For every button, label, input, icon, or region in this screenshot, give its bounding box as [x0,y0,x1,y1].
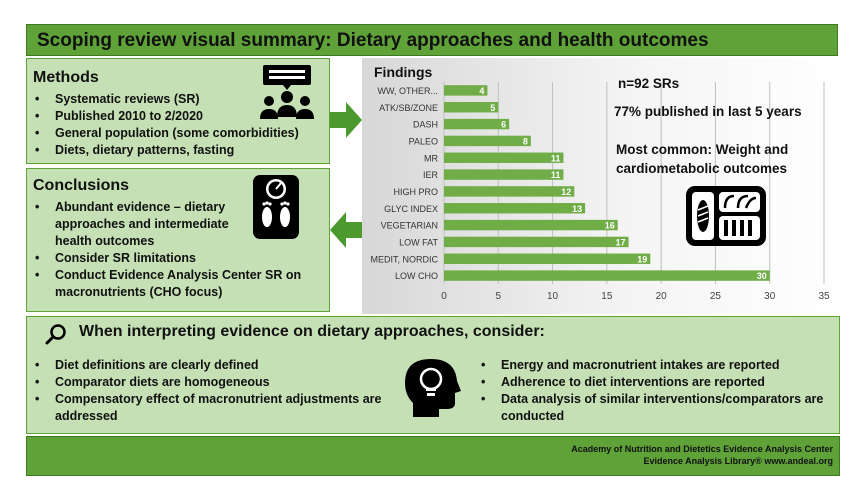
stat-recent: 77% published in last 5 years [614,104,802,119]
findings-bar-chart: 0 5 10 15 20 25 30 35 WW, OTHER... 4 ATK/SB/ZONE 5 D… [371,82,830,302]
category-label: LOW CHO [395,271,438,281]
footer-library: Evidence Analysis Library® www.andeal.or… [643,456,833,466]
footer-org: Academy of Nutrition and Dietetics Evide… [571,444,833,454]
data-label: 6 [501,120,506,130]
data-label: 11 [551,153,561,163]
conclusions-panel: Conclusions Abundant evidence – dietary … [26,168,330,312]
consider-left-list: Diet definitions are clearly defined Com… [33,357,393,425]
bar [444,102,499,113]
category-label: ATK/SB/ZONE [379,103,438,113]
category-label: HIGH PRO [393,187,438,197]
consider-item: Data analysis of similar interventions/c… [479,391,829,425]
page-title: Scoping review visual summary: Dietary a… [37,30,709,51]
x-tick-label: 25 [710,291,722,302]
conclusions-item: Conduct Evidence Analysis Center SR on m… [33,267,323,301]
bar [444,85,488,96]
conclusions-title: Conclusions [33,177,130,194]
consider-item: Adherence to diet interventions are repo… [479,374,829,391]
consider-item: Comparator diets are homogeneous [33,374,393,391]
page-header: Scoping review visual summary: Dietary a… [26,24,838,56]
bar [444,253,651,264]
conclusions-item: Consider SR limitations [33,250,255,267]
data-label: 12 [561,187,571,197]
data-label: 17 [616,237,626,247]
category-label: PALEO [409,136,438,146]
data-label: 11 [551,170,561,180]
data-label: 8 [523,136,528,146]
bar [444,219,618,231]
consider-panel: When interpreting evidence on dietary ap… [26,316,840,434]
consider-item: Diet definitions are clearly defined [33,357,393,374]
x-tick-label: 30 [764,291,776,302]
data-label: 19 [637,254,647,264]
methods-item: Published 2010 to 2/2020 [33,108,329,125]
x-tick-label: 35 [818,291,830,302]
bar [444,169,564,180]
bar [444,236,629,248]
presentation-audience-icon [257,63,317,126]
methods-item: Systematic reviews (SR) [33,91,329,108]
category-label: MR [424,153,438,163]
x-tick-label: 0 [441,291,447,302]
arrow-right-icon [330,102,362,143]
findings-chart-area: 0 5 10 15 20 25 30 35 WW, OTHER... 4 ATK/SB/ZONE 5 D… [362,58,840,314]
consider-item: Energy and macronutrient intakes are rep… [479,357,829,374]
findings-title: Findings [374,64,433,80]
methods-title: Methods [33,69,99,86]
category-label: IER [423,170,439,180]
category-label: GLYC INDEX [384,204,438,214]
bar [444,203,586,214]
footer: Academy of Nutrition and Dietetics Evide… [26,436,840,476]
category-label: MEDIT, NORDIC [371,254,439,264]
category-label: VEGETARIAN [381,221,438,231]
arrow-left-icon [330,212,362,253]
category-label: WW, OTHER... [378,86,439,96]
head-lightbulb-icon [403,355,463,424]
magnifier-icon [45,323,67,350]
data-label: 16 [605,221,615,231]
bar [444,270,770,281]
category-label: LOW FAT [399,237,438,247]
x-tick-label: 15 [601,291,613,302]
data-label: 5 [490,103,495,113]
consider-right-list: Energy and macronutrient intakes are rep… [479,357,829,425]
data-label: 4 [479,86,484,96]
x-tick-label: 20 [656,291,668,302]
bar [444,152,564,163]
bar [444,135,531,147]
methods-item: General population (some comorbidities) [33,125,329,142]
bar [444,186,575,197]
data-label: 13 [572,204,582,214]
consider-item: Compensatory effect of macronutrient adj… [33,391,393,425]
methods-item: Diets, dietary patterns, fasting [33,142,329,159]
stat-common: Most common: Weight and cardiometabolic … [616,142,789,176]
consider-title: When interpreting evidence on dietary ap… [79,323,545,340]
methods-panel: Methods Systematic reviews (SR) Publishe… [26,58,330,164]
methods-list: Systematic reviews (SR) Published 2010 t… [33,91,329,159]
data-label: 30 [757,271,767,281]
category-label: DASH [413,120,438,130]
stat-count: n=92 SRs [618,76,680,91]
x-tick-label: 5 [496,291,502,302]
x-tick-label: 10 [547,291,559,302]
bar [444,118,510,130]
conclusions-list: Abundant evidence – dietary approaches a… [33,199,301,301]
conclusions-item: Abundant evidence – dietary approaches a… [33,199,255,250]
bathroom-scale-icon [251,173,301,246]
